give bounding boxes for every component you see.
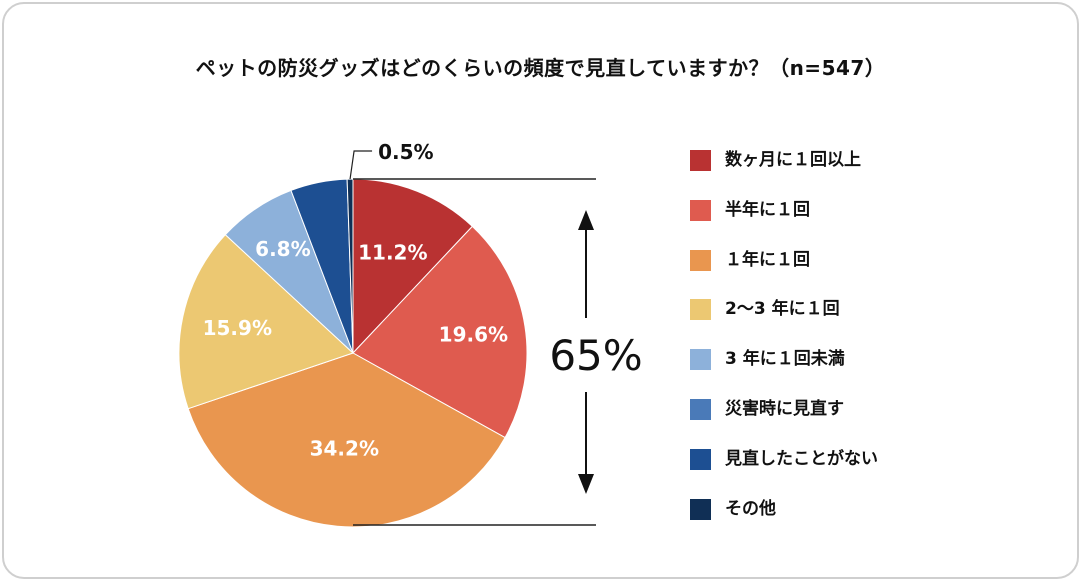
- legend-label: 数ヶ月に１回以上: [725, 150, 861, 170]
- legend-label: 災害時に見直す: [725, 398, 844, 419]
- legend-item: 半年に１回: [690, 198, 878, 248]
- legend-swatch: [690, 498, 711, 520]
- arrow-head-up: [578, 210, 594, 230]
- legend-item: 数ヶ月に１回以上: [690, 148, 878, 198]
- legend-swatch: [690, 150, 711, 171]
- legend-label: 見直したことがない: [725, 448, 878, 469]
- pie-slice: [178, 234, 354, 410]
- legend-item: 見直したことがない: [690, 447, 878, 497]
- pie-slice: [352, 225, 528, 439]
- legend-swatch: [690, 349, 711, 371]
- slice-value-label: 15.9%: [203, 316, 272, 340]
- callout-line: [349, 150, 373, 180]
- legend-item: １年に１回: [690, 248, 878, 298]
- legend-item: 2〜3 年に１回: [690, 297, 878, 347]
- slice-value-label: 6.8%: [255, 237, 310, 261]
- legend-swatch: [690, 249, 711, 271]
- legend-item: その他: [690, 497, 878, 547]
- legend-swatch: [690, 448, 711, 470]
- chart-title: ペットの防災グッズはどのくらいの頻度で見直していますか？（n=547）: [195, 56, 886, 80]
- legend-item: 3 年に１回未満: [690, 347, 878, 397]
- pie-slice: [187, 352, 506, 528]
- legend-label: １年に１回: [725, 249, 810, 270]
- legend-item: 災害時に見直す: [690, 397, 878, 447]
- slice-value-label: 19.6%: [439, 322, 508, 346]
- legend-label: 半年に１回: [725, 199, 810, 220]
- annotation-65-percent: 65%: [549, 331, 642, 380]
- legend-swatch: [690, 199, 711, 221]
- slice-value-label: 34.2%: [310, 436, 379, 460]
- legend-label: 3 年に１回未満: [725, 349, 845, 370]
- legend-label: 2〜3 年に１回: [725, 299, 840, 320]
- legend-label: その他: [725, 498, 776, 519]
- legend-swatch: [690, 299, 711, 321]
- slice-value-label: 11.2%: [358, 241, 427, 265]
- callout-label: 0.5%: [378, 140, 433, 164]
- legend-swatch: [690, 398, 711, 420]
- arrow-head-down: [578, 474, 594, 494]
- legend: 数ヶ月に１回以上 半年に１回 １年に１回 2〜3 年に１回 3 年に１回未満 災害時に見直…: [690, 148, 878, 546]
